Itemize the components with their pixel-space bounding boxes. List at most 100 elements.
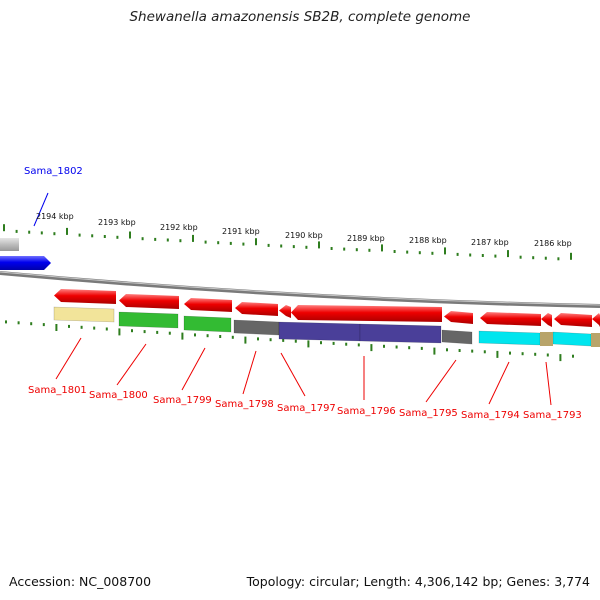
cog-track [53,306,600,347]
scale-tick [444,247,446,255]
scale-tick [370,344,373,352]
cog-bar-sama-1798 [233,319,280,336]
gene-callout-line [425,359,457,403]
scale-tick [15,229,18,233]
gene-callout-line [488,361,510,405]
gene-arrow-sama-1802 [0,256,51,270]
gene-label-sama-1793[interactable]: Sama_1793 [523,410,582,421]
scale-label: 2186 kbp [534,239,572,248]
scale-tick [229,241,232,245]
scale-tick [368,248,371,252]
scale-tick [534,352,537,356]
gene-arrow-partial [592,313,600,327]
cog-bar-small [591,333,600,347]
scale-label: 2188 kbp [409,236,447,245]
scale-label: 2194 kbp [36,212,74,221]
scale-label: 2189 kbp [347,234,385,243]
scale-tick [192,234,194,242]
scale-tick [418,251,421,255]
map-title: Shewanella amazonensis SB2B, complete ge… [129,9,471,25]
gene-label-sama-1798[interactable]: Sama_1798 [215,399,274,410]
scale-tick [93,326,96,330]
cog-bar-sama-1796 [359,323,442,344]
gene-label-sama-1794[interactable]: Sama_1794 [461,410,520,421]
gene-label-sama-1802[interactable]: Sama_1802 [24,166,83,177]
gene-arrow-sama-1795 [444,311,473,324]
scale-tick [179,239,182,243]
scale-tick [68,324,70,328]
scale-label: 2192 kbp [160,223,198,232]
scale-tick [509,351,511,355]
gene-callout-line [33,192,49,227]
scale-tick [42,323,45,327]
scale-tick [242,242,245,246]
scale-tick [143,330,146,334]
scale-tick [481,254,484,257]
scale-tick [66,227,68,235]
scale-tick [456,252,459,256]
gene-arrow-sama-1797 [279,305,291,318]
gene-arrow-sama-1799 [184,298,232,312]
cog-bar-sama-1800 [118,311,179,329]
gene-label-sama-1796[interactable]: Sama_1796 [337,406,396,417]
scale-tick [305,245,308,249]
scale-label: 2191 kbp [222,227,260,236]
scale-tick [519,255,522,259]
gene-arrow-small [541,313,552,327]
scale-labels: 2194 kbp 2193 kbp 2192 kbp 2191 kbp 2190 kbp… [36,212,572,248]
scale-tick [307,340,310,348]
scale-tick [28,230,31,234]
scale-tick [5,320,7,324]
scale-tick [570,252,572,260]
scale-tick [154,237,157,241]
scale-tick [557,257,560,261]
scale-label: 2187 kbp [471,238,509,247]
scale-label: 2190 kbp [285,231,323,240]
scale-tick [206,334,209,338]
scale-tick [420,346,423,350]
scale-tick [469,253,472,257]
gene-track [0,256,600,327]
cog-bar-sama-1797 [278,321,361,342]
scale-tick [269,338,272,342]
scale-tick [129,231,131,239]
gene-callout-line [55,337,82,380]
genome-backbone [0,271,600,308]
scale-tick [483,350,486,354]
scale-tick [282,338,285,342]
scale-tick [55,324,58,331]
gene-label-sama-1801[interactable]: Sama_1801 [28,385,87,396]
scale-tick [294,339,297,343]
scale-tick [507,250,509,258]
scale-tick [80,325,83,329]
scale-tick [105,327,108,331]
gene-callout-line [545,361,552,406]
scale-tick [217,241,220,245]
scale-tick [141,237,144,241]
scale-tick [318,241,320,249]
scale-tick [194,333,196,337]
gene-arrow-sama-1801 [54,289,116,304]
scale-tick [118,328,121,336]
scale-tick [17,321,20,325]
scale-tick [53,232,56,236]
cog-bar-small [540,332,553,346]
gene-label-sama-1795[interactable]: Sama_1795 [399,408,458,419]
scale-tick [357,343,360,347]
gene-callout-line [242,350,257,395]
scale-tick [181,332,184,340]
scale-tick [78,233,81,237]
gene-label-sama-1799[interactable]: Sama_1799 [153,395,212,406]
gene-label-sama-1797[interactable]: Sama_1797 [277,403,336,414]
gene-fragment-grey [0,238,19,251]
gene-arrow-sama-1794 [480,312,541,326]
scale-tick [406,250,409,254]
scale-tick [267,243,270,247]
scale-tick [521,352,524,356]
scale-tick [131,329,133,333]
gene-label-sama-1800[interactable]: Sama_1800 [89,390,148,401]
scale-tick [381,244,383,252]
gene-arrow-sama-1793 [554,313,592,327]
gene-callout-line [181,347,206,391]
